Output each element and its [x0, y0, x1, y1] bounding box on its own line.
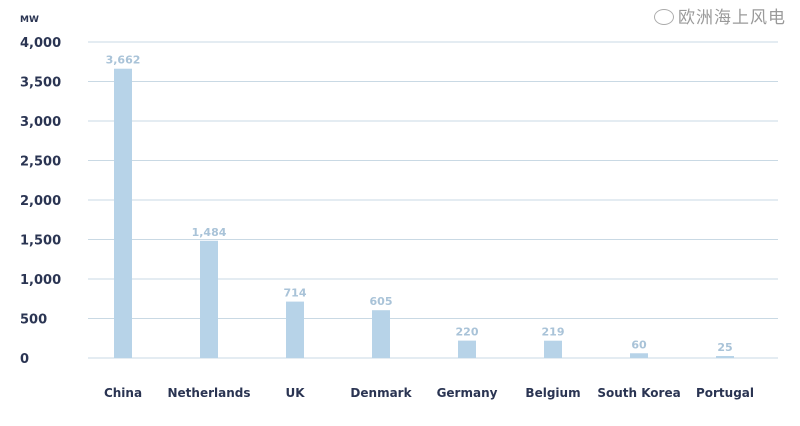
wechat-icon	[654, 9, 674, 25]
y-tick-label: 2,000	[20, 194, 61, 209]
y-tick-label: 1,000	[20, 273, 61, 288]
watermark-text: 欧洲海上风电	[678, 8, 786, 28]
bar	[458, 340, 476, 358]
x-tick-label: Portugal	[696, 386, 754, 400]
bar	[372, 310, 390, 358]
x-tick-label: Germany	[437, 386, 498, 400]
watermark: 欧洲海上风电	[654, 8, 786, 28]
data-label: 714	[284, 287, 307, 300]
bar	[200, 240, 218, 358]
x-tick-label: Denmark	[350, 386, 412, 400]
bar	[286, 301, 304, 358]
y-tick-label: 2,500	[20, 155, 61, 170]
bar	[630, 353, 648, 358]
y-tick-label: 1,500	[20, 234, 61, 249]
bar	[114, 68, 132, 359]
data-label: 219	[542, 326, 565, 339]
data-label: 220	[456, 326, 479, 339]
data-label: 3,662	[106, 54, 141, 67]
y-axis-label: MW	[20, 15, 39, 25]
y-tick-label: 500	[20, 313, 47, 328]
y-tick-label: 0	[20, 352, 29, 367]
data-label: 605	[370, 295, 393, 308]
bar	[716, 356, 734, 358]
y-tick-label: 3,000	[20, 115, 61, 130]
x-tick-label: Netherlands	[167, 386, 250, 400]
bar	[544, 340, 562, 358]
x-tick-label: South Korea	[597, 386, 680, 400]
x-tick-label: China	[104, 386, 142, 400]
data-label: 25	[717, 341, 732, 354]
y-tick-label: 4,000	[20, 36, 61, 51]
data-label: 60	[631, 338, 647, 351]
y-tick-label: 3,500	[20, 76, 61, 91]
x-tick-label: UK	[285, 386, 305, 400]
data-label: 1,484	[192, 226, 227, 239]
x-tick-label: Belgium	[525, 386, 580, 400]
